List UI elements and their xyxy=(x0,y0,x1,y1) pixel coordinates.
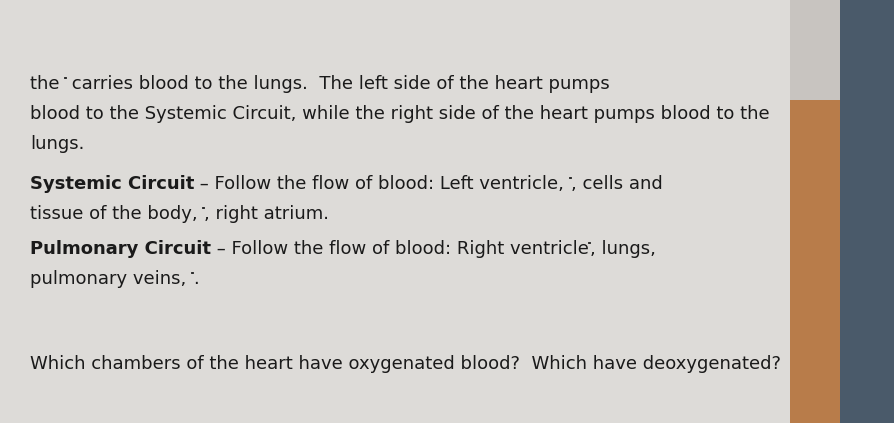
Text: carries blood to the lungs.  The left side of the heart pumps: carries blood to the lungs. The left sid… xyxy=(66,75,610,93)
Text: – Follow the flow of blood: Right ventricle: – Follow the flow of blood: Right ventri… xyxy=(211,240,589,258)
Text: .: . xyxy=(193,270,198,288)
Text: Pulmonary Circuit: Pulmonary Circuit xyxy=(30,240,211,258)
Text: pulmonary veins,: pulmonary veins, xyxy=(30,270,192,288)
Text: lungs.: lungs. xyxy=(30,135,84,153)
Text: Systemic Circuit: Systemic Circuit xyxy=(30,175,194,193)
Bar xyxy=(0,0,790,423)
Bar xyxy=(840,0,894,423)
Text: tissue of the body,: tissue of the body, xyxy=(30,205,203,223)
Bar xyxy=(790,100,840,423)
Text: , lungs,: , lungs, xyxy=(590,240,656,258)
Text: Which chambers of the heart have oxygenated blood?  Which have deoxygenated?: Which chambers of the heart have oxygena… xyxy=(30,355,781,373)
Text: – Follow the flow of blood: Left ventricle,: – Follow the flow of blood: Left ventric… xyxy=(194,175,570,193)
Text: , cells and: , cells and xyxy=(571,175,662,193)
Text: , right atrium.: , right atrium. xyxy=(205,205,329,223)
Text: the: the xyxy=(30,75,65,93)
Text: blood to the Systemic Circuit, while the right side of the heart pumps blood to : blood to the Systemic Circuit, while the… xyxy=(30,105,770,123)
